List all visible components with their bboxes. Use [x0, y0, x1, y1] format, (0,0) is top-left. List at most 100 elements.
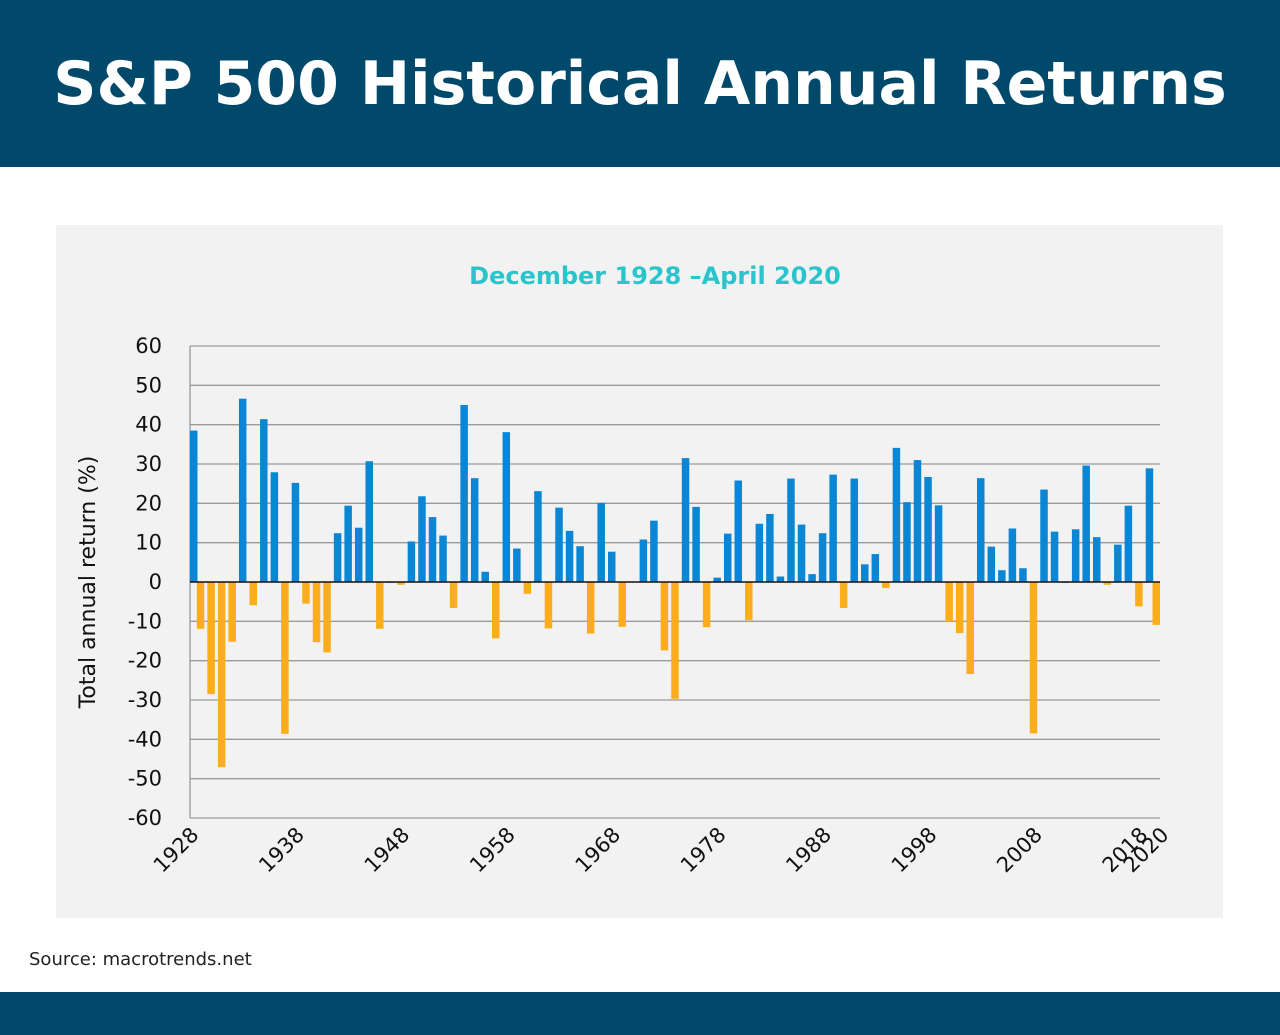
bar-1960	[523, 582, 532, 594]
y-tick-label: 10	[135, 531, 162, 555]
bar-1988	[818, 533, 827, 582]
bar-1946	[376, 582, 384, 629]
x-tick-label: 1938	[254, 823, 309, 878]
bar-2015	[1103, 582, 1112, 585]
bar-2003	[977, 478, 985, 582]
bar-1940	[312, 582, 321, 643]
bar-1942	[333, 533, 342, 582]
bar-2007	[1019, 568, 1027, 582]
bar-2016	[1114, 544, 1122, 582]
bar-1943	[344, 505, 352, 582]
bar-1995	[892, 447, 901, 582]
bar-2013	[1082, 465, 1090, 582]
bar-1936	[270, 472, 279, 582]
bar-2008	[1029, 582, 1038, 734]
bar-1974	[671, 582, 679, 699]
bar-1972	[650, 520, 658, 582]
bar-2001	[955, 582, 964, 634]
bar-1985	[787, 478, 795, 582]
bar-1952	[439, 535, 447, 582]
bar-1954	[460, 405, 468, 582]
bar-1987	[808, 574, 816, 582]
bar-1967	[597, 502, 605, 582]
bar-1930	[207, 582, 215, 695]
bar-2009	[1040, 489, 1048, 582]
bar-2017	[1124, 505, 1133, 582]
source-note: Source: macrotrends.net	[29, 949, 252, 970]
bar-1994	[882, 582, 890, 588]
bar-1962	[544, 582, 553, 629]
bar-1968	[607, 551, 616, 582]
x-tick-label: 1928	[149, 823, 204, 878]
bar-1957	[492, 582, 500, 639]
header-banner: S&P 500 Historical Annual Returns	[0, 0, 1280, 167]
y-axis-label: Total annual return (%)	[76, 456, 101, 710]
bar-1950	[418, 496, 426, 582]
y-tick-label: -50	[128, 767, 162, 791]
bar-1929	[196, 582, 205, 629]
y-tick-label: -40	[128, 727, 162, 751]
x-tick-label: 2008	[992, 823, 1047, 878]
bar-1993	[871, 554, 880, 582]
bar-2006	[1008, 528, 1017, 582]
bar-1939	[302, 582, 310, 604]
bar-1953	[449, 582, 458, 608]
bar-1958	[502, 432, 511, 582]
bar-1975	[681, 458, 690, 582]
chart-title: December 1928 –April 2020	[469, 262, 841, 290]
y-tick-label: 30	[135, 452, 162, 476]
y-tick-label: -10	[128, 609, 162, 633]
bar-1978	[713, 577, 721, 582]
bar-2014	[1092, 537, 1101, 582]
x-tick-label: 1968	[571, 823, 626, 878]
bar-1981	[745, 582, 753, 621]
y-tick-label: 20	[135, 491, 162, 515]
bar-1964	[565, 530, 574, 582]
bar-1955	[470, 478, 479, 582]
bar-1938	[291, 482, 300, 582]
bar-1937	[281, 582, 289, 734]
y-tick-label: -60	[128, 806, 162, 830]
bar-1934	[249, 582, 258, 606]
x-tick-label: 1978	[676, 823, 731, 878]
bar-2010	[1050, 531, 1059, 582]
bar-1931	[217, 582, 226, 768]
bar-1999	[934, 505, 943, 582]
bar-1928	[190, 430, 198, 582]
bar-1948	[397, 582, 405, 585]
y-tick-label: 0	[149, 570, 162, 594]
bar-1965	[576, 546, 584, 582]
bar-1996	[903, 502, 911, 582]
bar-2012	[1071, 529, 1080, 582]
chart-panel	[56, 225, 1223, 918]
bar-2004	[987, 546, 996, 582]
x-tick-label: 1948	[360, 823, 415, 878]
x-tick-label: 1988	[781, 823, 836, 878]
y-tick-label: 60	[135, 334, 162, 358]
bar-2018	[1135, 582, 1143, 607]
y-tick-label: 40	[135, 413, 162, 437]
bar-1971	[639, 539, 648, 582]
bar-2005	[998, 570, 1006, 582]
bar-1951	[428, 517, 437, 582]
bar-2019	[1145, 468, 1154, 582]
bar-1990	[839, 582, 848, 608]
bar-1977	[702, 582, 711, 628]
bar-1935	[260, 419, 268, 582]
bar-2002	[966, 582, 974, 675]
bar-1984	[776, 576, 785, 582]
bar-1982	[755, 523, 764, 582]
x-tick-label: 1958	[465, 823, 520, 878]
bar-1969	[618, 582, 627, 627]
bar-1973	[660, 582, 669, 651]
bar-1986	[797, 524, 806, 582]
y-tick-label: -20	[128, 649, 162, 673]
bar-1944	[354, 527, 363, 582]
bar-1989	[829, 474, 837, 582]
bar-1976	[692, 506, 700, 582]
bar-1998	[924, 476, 932, 582]
bar-1941	[323, 582, 331, 653]
bar-2000	[945, 582, 953, 622]
bar-1997	[913, 460, 922, 582]
page-title: S&P 500 Historical Annual Returns	[53, 48, 1227, 119]
